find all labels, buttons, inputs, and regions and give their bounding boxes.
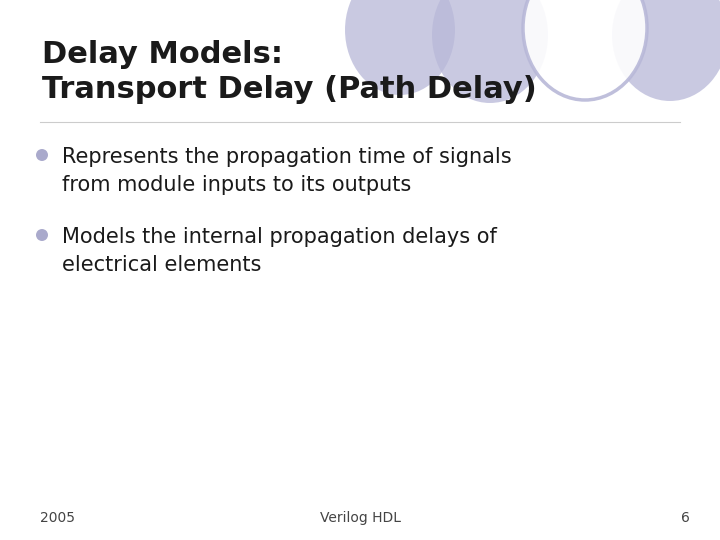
Ellipse shape: [523, 0, 647, 100]
Text: Delay Models:: Delay Models:: [42, 40, 283, 69]
Text: Models the internal propagation delays of: Models the internal propagation delays o…: [62, 227, 497, 247]
Text: Represents the propagation time of signals: Represents the propagation time of signa…: [62, 147, 512, 167]
Ellipse shape: [432, 0, 548, 103]
Ellipse shape: [36, 149, 48, 161]
Text: 2005: 2005: [40, 511, 75, 525]
Text: 6: 6: [681, 511, 690, 525]
Text: electrical elements: electrical elements: [62, 255, 261, 275]
Ellipse shape: [612, 0, 720, 101]
Text: Transport Delay (Path Delay): Transport Delay (Path Delay): [42, 75, 536, 104]
Ellipse shape: [36, 229, 48, 241]
Text: Verilog HDL: Verilog HDL: [320, 511, 400, 525]
Text: from module inputs to its outputs: from module inputs to its outputs: [62, 175, 411, 195]
Ellipse shape: [345, 0, 455, 95]
